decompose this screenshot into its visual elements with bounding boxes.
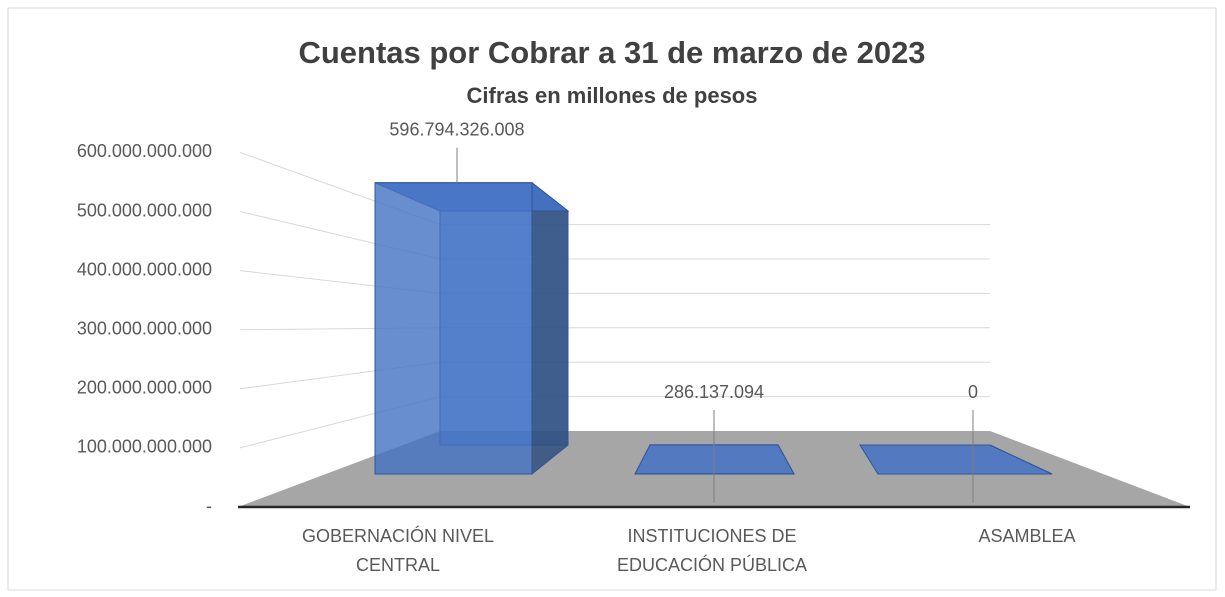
value-label: 596.794.326.008: [389, 120, 524, 140]
y-tick-label: 300.000.000.000: [77, 318, 212, 338]
x-tick-label: INSTITUCIONES DE EDUCACIÓN PÚBLICA: [616, 526, 808, 575]
y-tick-label: -: [206, 496, 212, 516]
chart-subtitle: Cifras en millones de pesos: [467, 83, 758, 108]
bar-front: [374, 182, 533, 475]
x-tick-label: GOBERNACIÓN NIVEL CENTRAL: [301, 526, 495, 575]
bar-side: [531, 181, 569, 476]
value-label: 286.137.094: [664, 382, 764, 402]
y-tick-label: 100.000.000.000: [77, 437, 212, 457]
bar: [374, 181, 570, 476]
bar: [859, 444, 1053, 475]
value-label: 0: [968, 382, 978, 402]
y-tick-label: 500.000.000.000: [77, 200, 212, 220]
y-tick-label: 200.000.000.000: [77, 378, 212, 398]
y-tick-label: 600.000.000.000: [77, 141, 212, 161]
x-tick-label: ASAMBLEA: [978, 526, 1076, 546]
y-tick-label: 400.000.000.000: [77, 259, 212, 279]
chart-title: Cuentas por Cobrar a 31 de marzo de 2023: [298, 35, 925, 70]
